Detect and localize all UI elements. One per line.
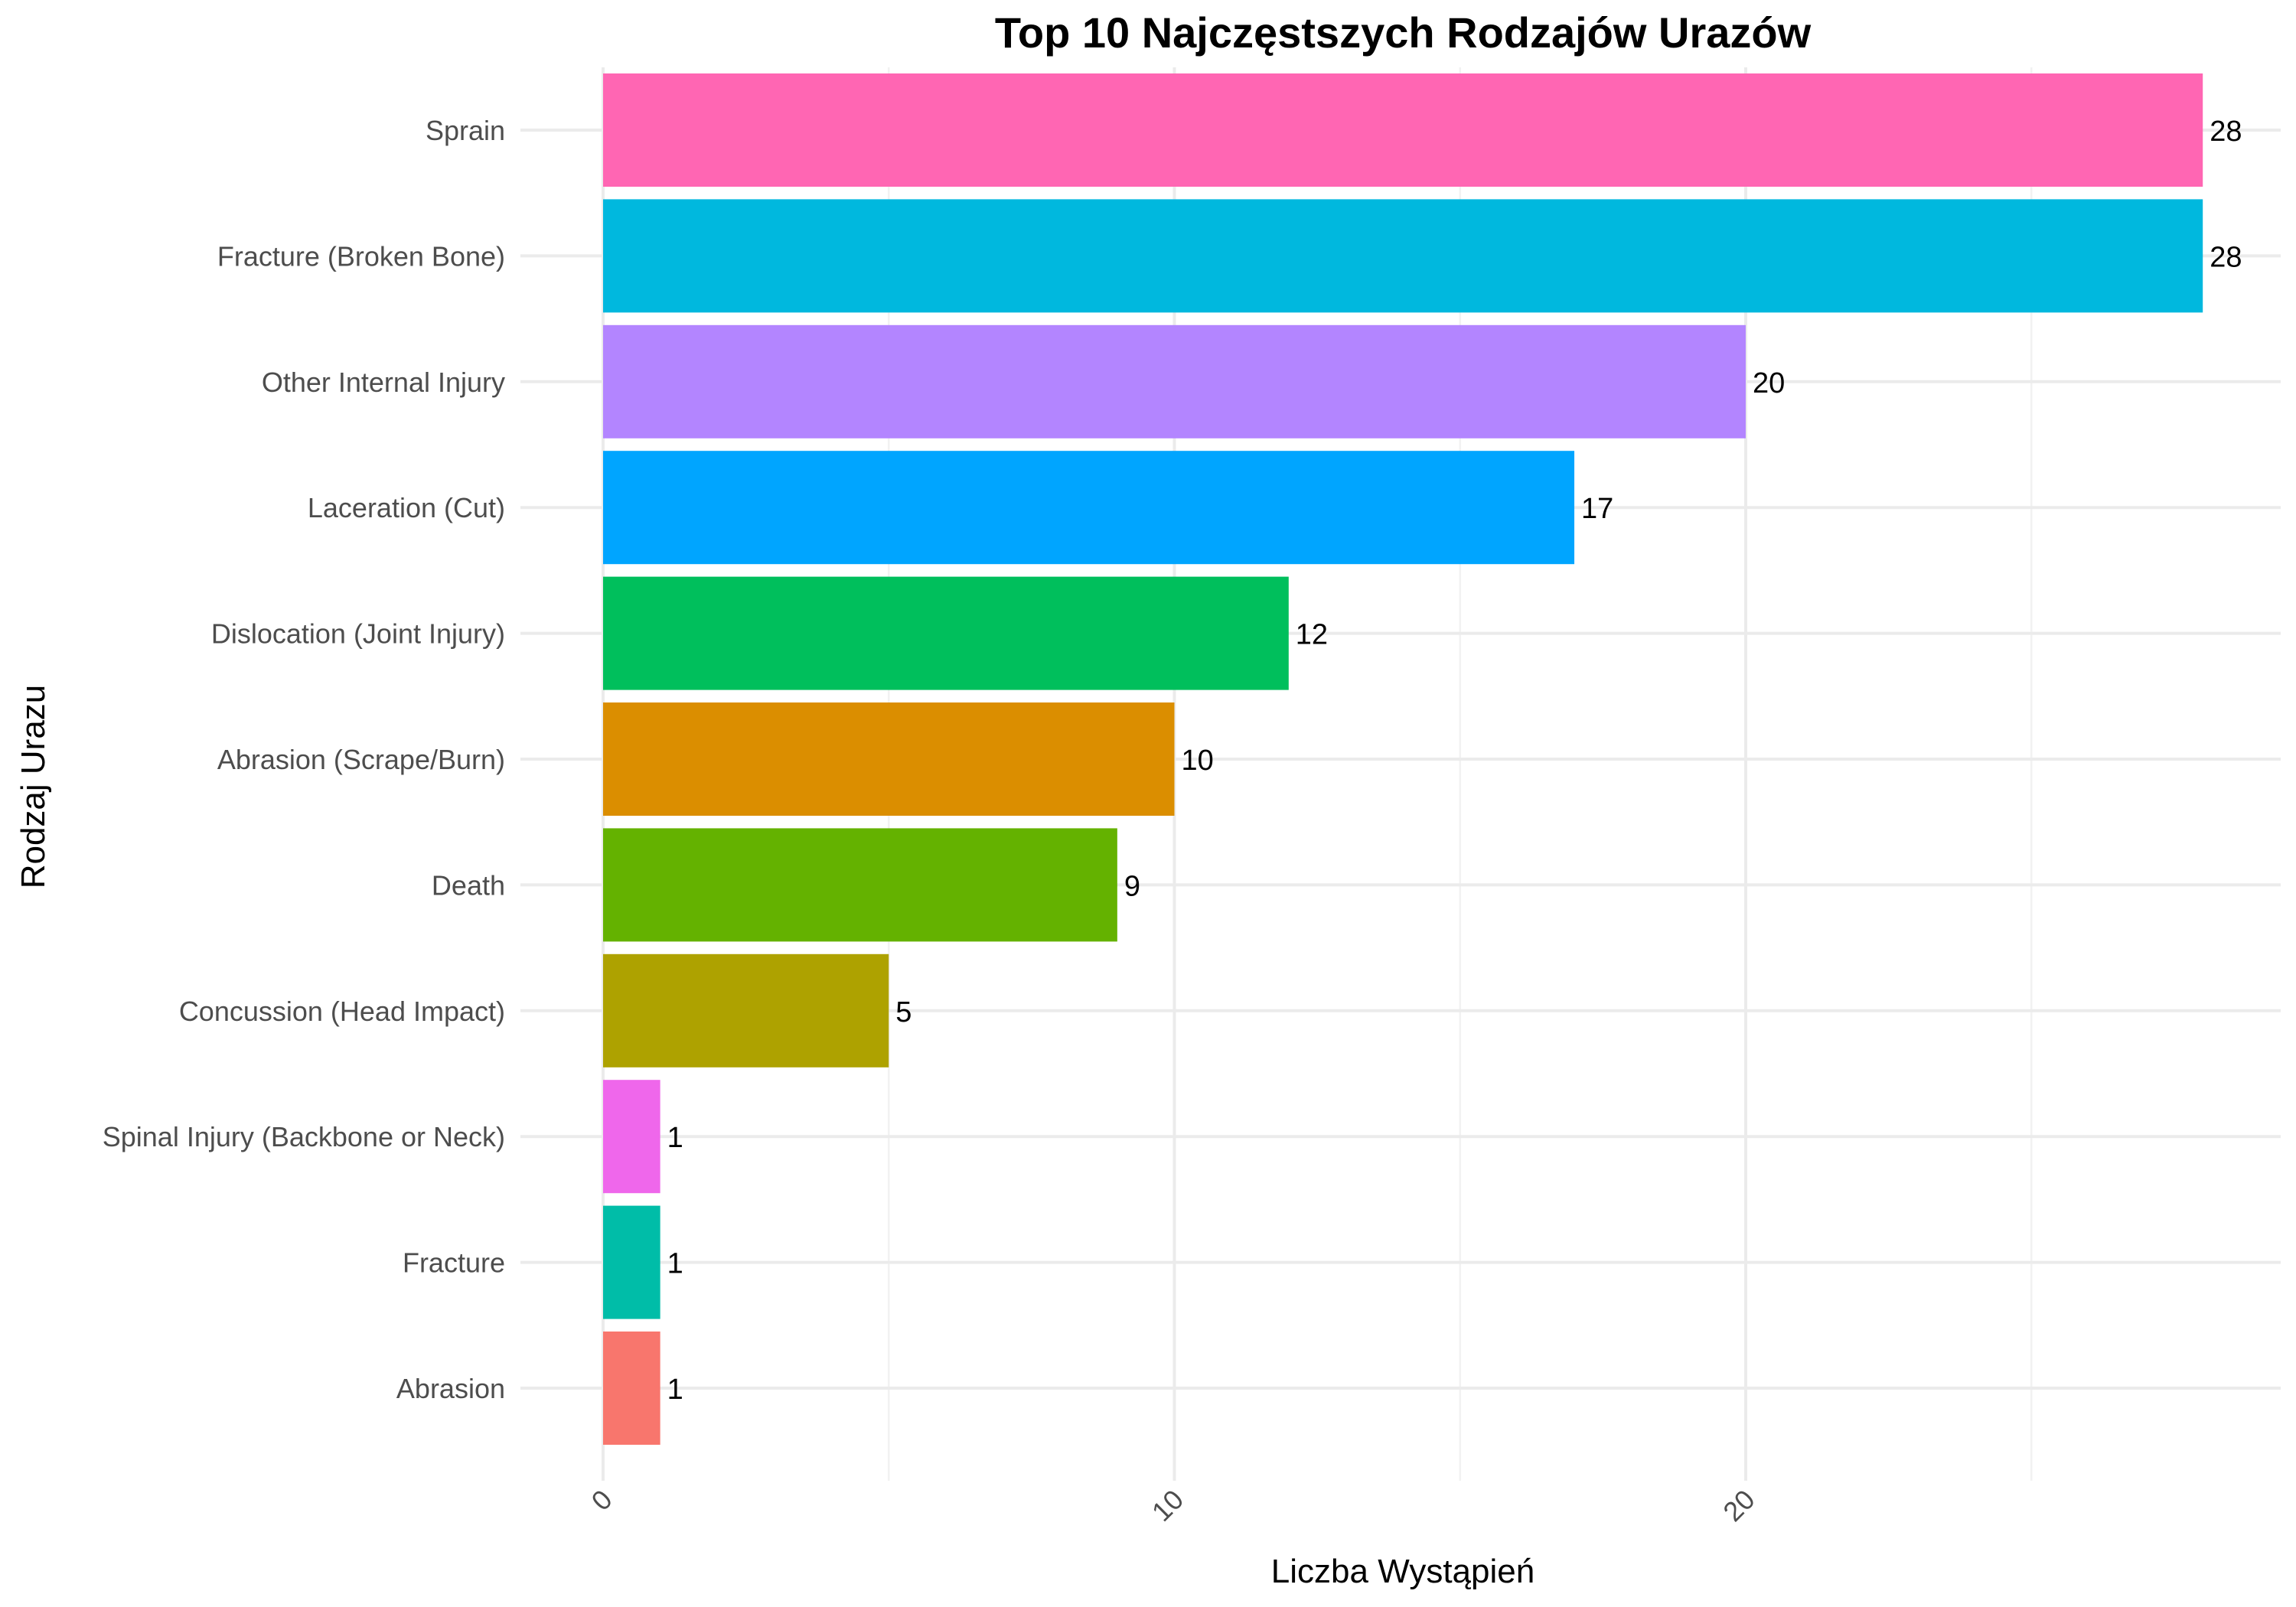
bar-value-label: 28	[2210, 241, 2242, 273]
x-tick-label: 0	[585, 1484, 618, 1517]
bar	[603, 953, 889, 1068]
bar-value-label: 20	[1753, 367, 1785, 399]
bar-value-label: 12	[1296, 619, 1328, 651]
category-label: Abrasion (Scrape/Burn)	[217, 744, 505, 775]
category-labels: Sprain Fracture (Broken Bone) Other Intern…	[103, 115, 505, 1404]
bar-value-label: 1	[667, 1374, 683, 1406]
bar	[603, 199, 2203, 313]
bar	[603, 324, 1746, 438]
bar-value-label: 17	[1581, 493, 1613, 525]
category-label: Laceration (Cut)	[308, 492, 505, 523]
bar	[603, 1205, 660, 1319]
x-axis-title: Liczba Wystąpień	[1271, 1553, 1534, 1590]
bar	[603, 73, 2203, 187]
bars	[603, 73, 2203, 1445]
category-label: Spinal Injury (Backbone or Neck)	[103, 1121, 505, 1152]
bar-value-label: 1	[667, 1248, 683, 1280]
value-labels: 28 28 20 17 12 10 9 5 1 1 1	[667, 116, 2242, 1406]
bar	[603, 576, 1289, 690]
bar	[603, 1080, 660, 1194]
category-label: Sprain	[426, 115, 505, 146]
category-label: Death	[432, 869, 505, 901]
bar-value-label: 5	[895, 996, 912, 1028]
x-tick-labels: 0 10 20	[585, 1484, 1761, 1527]
category-label: Concussion (Head Impact)	[179, 996, 505, 1027]
bar-value-label: 28	[2210, 116, 2242, 148]
category-label: Fracture (Broken Bone)	[217, 240, 505, 272]
bar	[603, 702, 1175, 816]
x-tick-label: 10	[1146, 1484, 1189, 1527]
category-label: Other Internal Injury	[262, 367, 505, 398]
category-label: Fracture	[403, 1247, 505, 1279]
bar	[603, 451, 1575, 565]
bar	[603, 1332, 660, 1445]
bar-value-label: 10	[1182, 745, 1214, 777]
chart-title: Top 10 Najczęstszych Rodzajów Urazów	[995, 8, 1812, 57]
category-label: Abrasion	[396, 1373, 505, 1404]
category-label: Dislocation (Joint Injury)	[211, 618, 505, 650]
x-tick-label: 20	[1717, 1484, 1760, 1527]
bar-value-label: 9	[1124, 870, 1140, 902]
bar	[603, 828, 1117, 942]
bar-value-label: 1	[667, 1122, 683, 1154]
y-axis-title: Rodzaj Urazu	[15, 685, 52, 889]
